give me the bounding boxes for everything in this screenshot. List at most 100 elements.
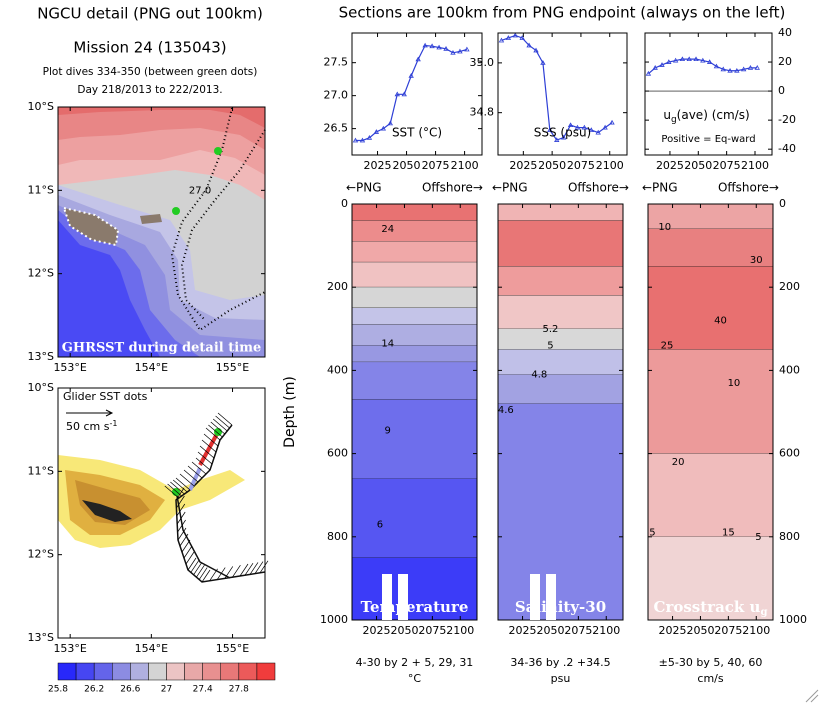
point — [464, 46, 470, 52]
header-left: ←PNG — [492, 181, 528, 195]
y-tick-label: 0 — [778, 84, 785, 97]
title: NGCU detail (PNG out 100km) — [37, 5, 263, 23]
subtitle: Plot dives 334-350 (between green dots) — [43, 66, 258, 78]
x-tick-label: 154°E — [135, 361, 168, 374]
contour-label: 10 — [658, 222, 671, 233]
plot-frame — [351, 203, 478, 621]
x-tick-label: 2075 — [713, 159, 741, 172]
plot-frame — [647, 203, 774, 621]
y-tick-label: 11°S — [28, 183, 54, 196]
velocity-arrow — [259, 560, 269, 573]
y-tick-label: 0 — [779, 197, 786, 210]
point — [366, 135, 373, 140]
subtitle: Mission 24 (135043) — [73, 39, 226, 57]
y-tick-label: 35.0 — [470, 56, 495, 69]
point — [740, 66, 747, 72]
velocity-arrow — [190, 560, 200, 573]
velocity-arrow — [209, 568, 218, 581]
velocity-arrow — [179, 533, 189, 547]
plot-frame — [351, 32, 483, 156]
contour-label: 40 — [714, 315, 727, 326]
velocity-arrow — [195, 457, 211, 471]
section-name: Salinity-30 — [515, 598, 606, 616]
y-tick-label: 13°S — [28, 631, 54, 644]
point — [713, 63, 720, 69]
velocity-arrow — [193, 562, 202, 575]
point — [554, 137, 560, 142]
label-sub: g — [671, 115, 677, 125]
x-tick-label: 2050 — [684, 159, 712, 172]
colorbar-box — [184, 662, 203, 681]
point — [602, 124, 608, 130]
velocity-arrow — [176, 503, 186, 517]
x-tick-label: 155°E — [216, 642, 249, 655]
y-axis-label: Depth (m) — [282, 376, 298, 448]
velocity-arrow — [201, 439, 217, 453]
contour-band — [352, 399, 477, 479]
velocity-arrow — [244, 563, 254, 576]
y-tick-label: 800 — [779, 530, 800, 543]
velocity-arrow — [164, 485, 180, 499]
point — [505, 35, 512, 40]
caption: 4-30 by 2 + 5, 29, 31 — [356, 656, 474, 669]
x-tick-label: 2100 — [742, 624, 770, 637]
plot-frame — [644, 32, 773, 156]
velocity-arrow — [232, 565, 241, 578]
velocity-arrow — [254, 561, 264, 574]
name-part: Temperature — [361, 598, 469, 616]
contour-band — [648, 349, 773, 454]
velocity-arrow — [199, 445, 215, 459]
y-tick-label: 0 — [341, 197, 348, 210]
contour-label: 6 — [377, 519, 383, 530]
point — [498, 37, 505, 43]
point — [394, 91, 400, 97]
point — [380, 125, 387, 131]
velocity-arrow — [217, 412, 233, 426]
scale-sup: -1 — [109, 419, 117, 428]
point — [595, 129, 601, 135]
colorbar-label: 26.2 — [84, 685, 104, 695]
contour-label: 5 — [649, 528, 655, 539]
point — [734, 67, 740, 73]
y-tick-label: 27.0 — [324, 89, 349, 102]
x-tick-label: 2025 — [509, 159, 537, 172]
point — [540, 60, 546, 65]
x-tick-label: 2075 — [422, 159, 450, 172]
velocity-arrow — [175, 487, 185, 501]
colorbar-box — [238, 662, 258, 681]
colorbar-box — [93, 662, 113, 681]
point — [408, 73, 414, 78]
map-caption: GHRSST during detail time — [62, 341, 261, 356]
colorbar-box — [202, 662, 222, 681]
x-tick-label: 2100 — [596, 159, 624, 172]
point — [706, 59, 713, 64]
x-tick-label: 2025 — [659, 624, 687, 637]
velocity-arrow — [183, 545, 193, 559]
point — [581, 124, 588, 130]
point — [609, 119, 615, 125]
y-tick-label: 40 — [778, 26, 792, 39]
colorbar-label: 27.8 — [229, 685, 249, 695]
contour-band — [498, 349, 623, 375]
y-tick-label: 12°S — [28, 267, 54, 280]
velocity-arrow — [212, 418, 228, 432]
header-right: Offshore→ — [568, 181, 629, 195]
point — [450, 49, 456, 55]
x-tick-label: 2050 — [390, 624, 418, 637]
contour-band — [352, 362, 477, 400]
contour-band — [648, 204, 773, 229]
overlay: Temperature Salinity-30 Crosstrack ug GHRSS… — [62, 341, 819, 703]
plot-frame — [497, 32, 628, 156]
y-tick-label: 27.5 — [324, 56, 349, 69]
velocity-arrow — [215, 415, 230, 429]
y-tick-label: 400 — [327, 363, 348, 376]
series-line — [648, 58, 758, 75]
point — [401, 91, 407, 97]
point — [693, 56, 699, 62]
y-tick-label: 10°S — [28, 100, 54, 113]
x-tick-label: 2100 — [741, 159, 769, 172]
contour-band — [352, 478, 477, 558]
velocity-arrow — [181, 539, 191, 553]
x-tick-label: 155°E — [216, 361, 249, 374]
